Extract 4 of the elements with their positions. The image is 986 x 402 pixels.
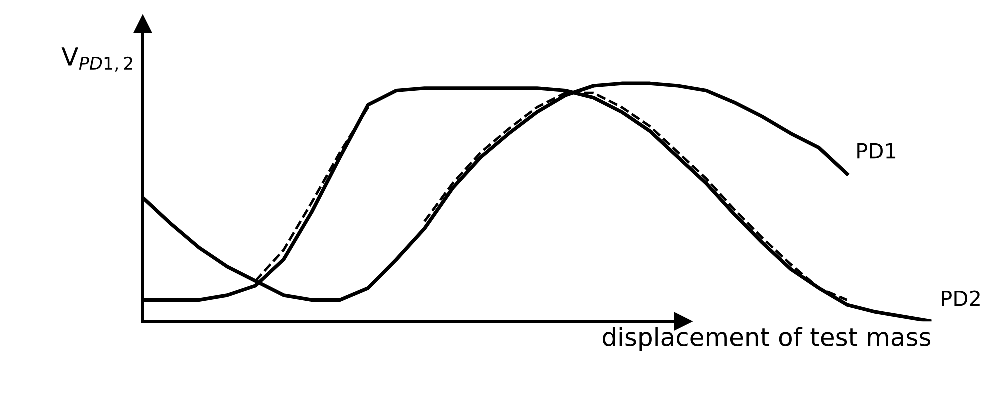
- x-axis-title: displacement of test mass: [603, 327, 931, 352]
- series-label: PD1: [858, 143, 896, 159]
- y-axis-title: V$_{PD1,2}$: [62, 48, 132, 72]
- series-label: PD2: [942, 290, 980, 306]
